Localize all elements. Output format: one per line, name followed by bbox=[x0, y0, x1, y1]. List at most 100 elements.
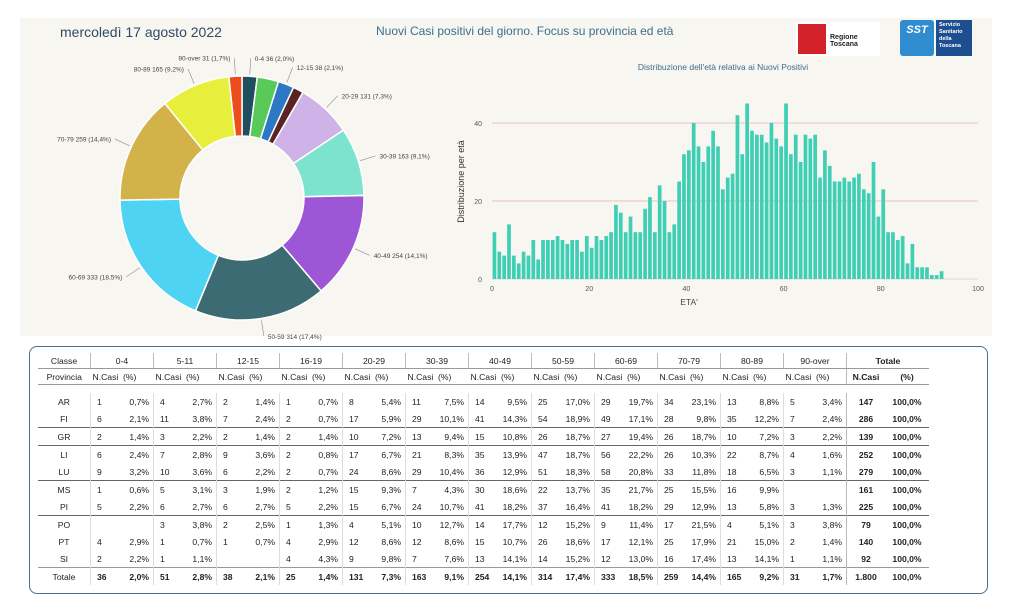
percent-cell: 2,2% bbox=[814, 427, 847, 446]
n-casi-cell: 22 bbox=[720, 445, 751, 463]
n-casi-cell: 163 bbox=[405, 567, 436, 585]
n-casi-cell: 21 bbox=[405, 445, 436, 463]
n-casi-cell: 259 bbox=[657, 567, 688, 585]
age-bar-66 bbox=[813, 134, 818, 279]
n-casi-header: N.Casi bbox=[342, 368, 373, 385]
n-casi-cell: 26 bbox=[531, 533, 562, 550]
n-casi-cell: 31 bbox=[783, 567, 814, 585]
n-casi-header: N.Casi bbox=[405, 368, 436, 385]
n-casi-cell: 3 bbox=[153, 515, 184, 533]
y-axis-label: Distribuzione per età bbox=[456, 140, 466, 223]
n-casi-cell: 10 bbox=[405, 515, 436, 533]
percent-cell: 1,1% bbox=[822, 466, 842, 477]
n-casi-cell: 17 bbox=[657, 515, 688, 533]
age-bar-44 bbox=[706, 146, 711, 279]
x-axis-label: ETA' bbox=[680, 297, 698, 307]
percent-cell: 9,9% bbox=[751, 480, 784, 498]
percent-cell: 1,4% bbox=[822, 536, 842, 547]
age-bar-91 bbox=[934, 275, 939, 279]
n-casi-cell: 4 bbox=[279, 533, 310, 550]
age-bar-2 bbox=[502, 255, 506, 279]
percent-cell: 3,2% bbox=[129, 466, 149, 477]
table-row: PI 5 2,2% 6 2,7% 6 2,7% 5 2,2% 15 6,7% 24 10,7% 41 18,… bbox=[38, 498, 929, 516]
donut-leader-line bbox=[114, 138, 130, 147]
percent-cell: 12,9% bbox=[502, 466, 527, 477]
table-row: LI 6 2,4% 7 2,8% 9 3,6% 2 0,8% 17 6,7% 21 8,3% 35 13,9… bbox=[38, 445, 929, 463]
n-casi-cell: 2 bbox=[279, 463, 310, 481]
n-casi-cell: 13 bbox=[720, 393, 751, 410]
percent-cell: 3,6% bbox=[192, 466, 212, 477]
donut-leader-line bbox=[234, 58, 236, 75]
percent-cell: 2,2% bbox=[318, 501, 338, 512]
donut-leader-line bbox=[326, 95, 338, 108]
donut-slice-60-69 bbox=[119, 198, 220, 312]
age-bar-89 bbox=[925, 267, 929, 279]
province-cell: Totale bbox=[38, 567, 91, 585]
province-age-table-box: Classe 0-4 5-11 12-15 16-19 20-29 30-39 40-49 50… bbox=[29, 346, 988, 594]
n-casi-cell: 16 bbox=[657, 550, 688, 568]
percent-cell: 18,7% bbox=[688, 427, 721, 446]
percent-cell: 2,8% bbox=[184, 567, 217, 585]
n-casi-cell: 131 bbox=[342, 567, 373, 585]
total-percent-cell: 100,0% bbox=[892, 501, 922, 512]
percent-cell: 13,0% bbox=[628, 553, 653, 564]
n-casi-cell: 2 bbox=[783, 533, 814, 550]
n-casi-cell: 15 bbox=[468, 427, 499, 446]
age-bar-80 bbox=[881, 189, 886, 279]
percent-cell: 19,7% bbox=[628, 396, 653, 407]
age-bar-50 bbox=[735, 115, 740, 279]
age-bar-52 bbox=[745, 103, 749, 279]
age-bar-82 bbox=[891, 232, 895, 279]
n-casi-cell: 21 bbox=[720, 533, 751, 550]
percent-cell: 8,7% bbox=[751, 445, 784, 463]
age-bar-84 bbox=[900, 236, 905, 279]
n-casi-cell: 14 bbox=[531, 550, 562, 568]
n-casi-header: N.Casi bbox=[279, 368, 310, 385]
age-bar-13 bbox=[555, 236, 560, 279]
percent-cell: 19,4% bbox=[625, 427, 658, 446]
percent-cell: 5,1% bbox=[373, 515, 406, 533]
n-casi-cell: 26 bbox=[531, 427, 562, 446]
percent-cell: 3,6% bbox=[247, 445, 280, 463]
n-casi-cell: 47 bbox=[531, 445, 562, 463]
province-cell: PO bbox=[38, 515, 91, 533]
percent-cell: 1,6% bbox=[814, 445, 847, 463]
age-bar-1 bbox=[497, 251, 502, 279]
age-bar-56 bbox=[764, 142, 769, 279]
percent-cell: 2,9% bbox=[129, 536, 149, 547]
n-casi-cell: 12 bbox=[342, 533, 373, 550]
percent-cell: 0,7% bbox=[129, 396, 149, 407]
age-bar-21 bbox=[594, 236, 599, 279]
donut-leader-line bbox=[187, 68, 195, 84]
age-bar-15 bbox=[565, 243, 570, 279]
age-bar-68 bbox=[823, 150, 827, 279]
pegasus-icon bbox=[798, 24, 826, 54]
age-group-header: 90-over bbox=[783, 353, 847, 369]
percent-cell: 12,2% bbox=[754, 413, 779, 424]
total-n-cell: 161 bbox=[846, 480, 885, 498]
donut-leader-line bbox=[354, 248, 370, 256]
n-casi-cell bbox=[90, 515, 121, 533]
age-bar-19 bbox=[584, 236, 589, 279]
n-casi-cell: 51 bbox=[531, 463, 562, 481]
donut-label-12-15: 12-15 38 (2,1%) bbox=[297, 65, 344, 72]
age-bar-65 bbox=[808, 138, 813, 279]
n-casi-cell: 36 bbox=[90, 567, 121, 585]
percent-cell: 1,7% bbox=[814, 567, 847, 585]
age-donut-chart: 0-4 36 (2,0%)12-15 38 (2,1%) 20-29 131 (7… bbox=[57, 56, 430, 341]
total-n-cell: 139 bbox=[846, 427, 885, 446]
percent-cell: 0,7% bbox=[192, 536, 212, 547]
n-casi-header: N.Casi bbox=[720, 368, 751, 385]
n-casi-cell: 2 bbox=[216, 427, 247, 446]
age-bar-81 bbox=[886, 232, 890, 279]
percent-cell: 2,2% bbox=[129, 553, 149, 564]
x-tick-label: 0 bbox=[490, 286, 494, 293]
percent-cell: 14,1% bbox=[502, 553, 527, 564]
n-casi-cell: 25 bbox=[657, 533, 688, 550]
percent-cell: 18,3% bbox=[565, 466, 590, 477]
age-bar-31 bbox=[643, 208, 647, 279]
total-n-cell: 140 bbox=[846, 533, 885, 550]
table-row: Totale 36 2,0% 51 2,8% 38 2,1% 25 1,4% 131 7,3% 163… bbox=[38, 567, 929, 585]
percent-cell: 9,5% bbox=[507, 396, 527, 407]
n-casi-cell: 13 bbox=[468, 550, 499, 568]
